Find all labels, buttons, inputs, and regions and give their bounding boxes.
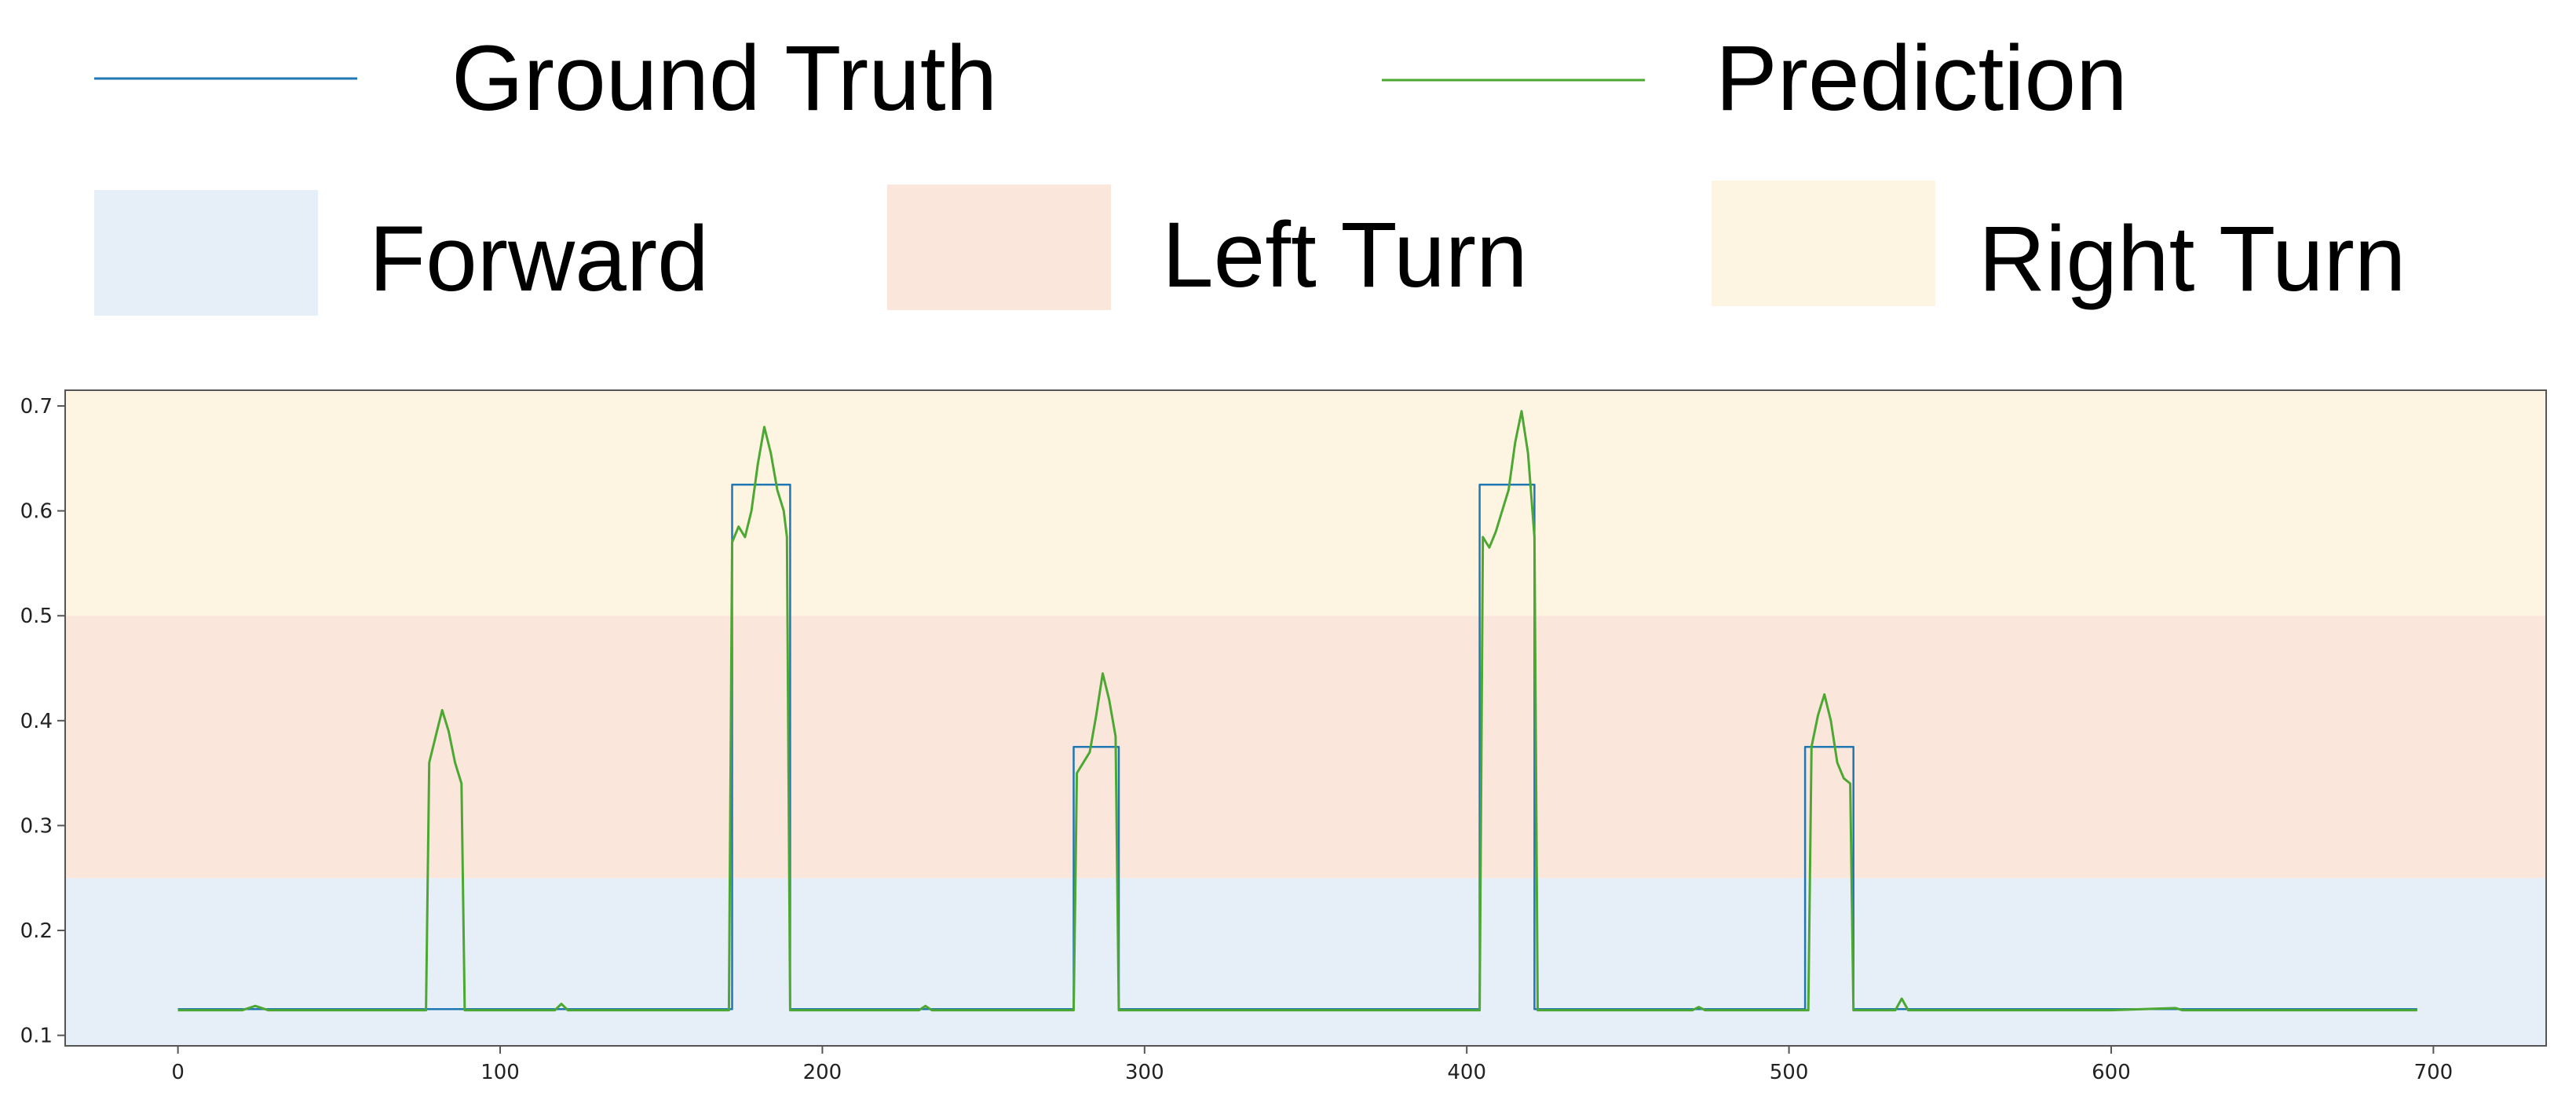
band-left-turn [65, 616, 2546, 879]
plot-frame [64, 389, 2547, 1047]
x-tick-label: 0 [171, 1061, 185, 1084]
band-right-turn [65, 390, 2546, 616]
x-tick-label: 100 [480, 1061, 520, 1084]
y-tick-label: 0.3 [20, 814, 53, 838]
y-tick-label: 0.4 [20, 710, 53, 733]
x-tick-label: 700 [2414, 1061, 2454, 1084]
y-tick-label: 0.7 [20, 395, 53, 418]
legend-forward-label: Forward [369, 207, 709, 311]
y-tick-label: 0.6 [20, 500, 53, 524]
legend-right-turn-label: Right Turn [1979, 207, 2406, 311]
x-tick-label: 600 [2092, 1061, 2131, 1084]
legend-forward-swatch [94, 190, 318, 316]
y-tick-label: 0.5 [20, 605, 53, 628]
series-prediction [177, 410, 2417, 1012]
plot-area: 0 100 200 300 400 500 600 700 0.1 0.2 0.3 0.4 0.5 0.6… [20, 389, 2547, 1084]
band-forward [65, 878, 2546, 1046]
legend-prediction-label: Prediction [1716, 27, 2128, 130]
legend-right-turn-swatch [1712, 181, 1935, 306]
legend-left-turn-swatch [887, 185, 1111, 310]
y-tick-label: 0.2 [20, 919, 53, 943]
x-tick-label: 500 [1770, 1061, 1809, 1084]
legend-ground-truth-label: Ground Truth [451, 27, 997, 130]
x-tick-label: 200 [803, 1061, 842, 1084]
x-tick-label: 400 [1447, 1061, 1486, 1084]
x-tick-label: 300 [1125, 1061, 1164, 1084]
y-tick-label: 0.1 [20, 1025, 53, 1048]
legend-left-turn-label: Left Turn [1162, 203, 1528, 307]
